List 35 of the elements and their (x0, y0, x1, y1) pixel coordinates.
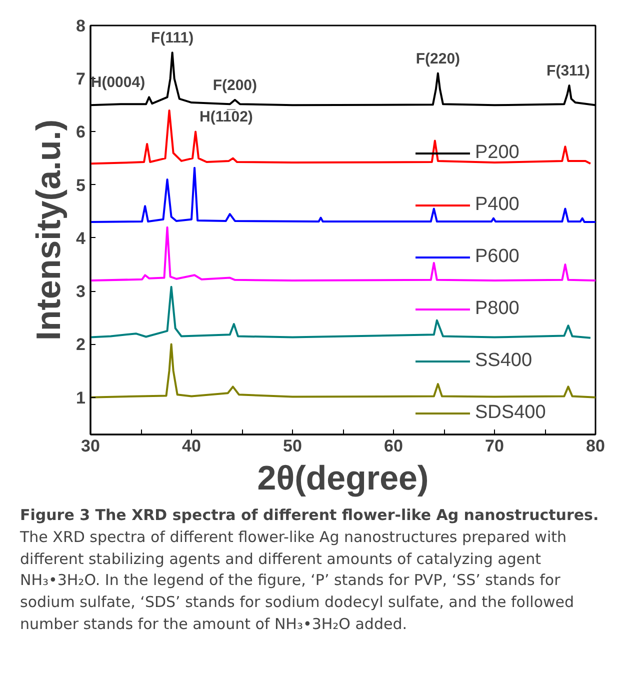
line-series (90, 226, 596, 282)
line-series (90, 343, 596, 398)
x-tick-label: 80 (586, 436, 605, 456)
legend-label: P400 (475, 194, 520, 216)
y-tick-label: 1 (76, 388, 86, 408)
line-series (90, 286, 592, 339)
legend-label: SDS400 (475, 402, 546, 424)
legend-label: SS400 (475, 350, 532, 372)
line-series (90, 109, 592, 165)
y-tick-label: 5 (76, 176, 86, 195)
y-tick-label: 2 (76, 335, 86, 354)
y-tick-label: 6 (76, 122, 86, 142)
text: The XRD spectra of different flower-like Ag nanostructures prepared with different stabilizing agents and different amounts of catalyzing agent NH₃•3H₂O. In the legend of the figure, ‘P’ stands for PVP, ‘SS’ stands for sodium sulfate, ‘SDS’ stands for sodium dodecyl sulfate, and the followed number stands for the amount of NH₃•3H₂O added. (20, 528, 574, 633)
x-tick-label: 30 (81, 436, 100, 456)
y-tick-label: 7 (76, 70, 86, 89)
x-tick-label: 60 (384, 436, 403, 456)
annotation: F(111) (151, 30, 194, 47)
annotation: F(200) (212, 76, 258, 94)
text: Figure 3 The XRD spectra of different flower-like Ag nanostructures. (20, 506, 599, 524)
legend-label: P600 (475, 246, 520, 268)
x-tick-label: 40 (182, 436, 201, 456)
legend-label: P800 (475, 298, 520, 320)
annotation: H(0004) (90, 74, 146, 92)
annotation: H(11̅02) (200, 108, 253, 126)
annotation: F(311) (546, 62, 590, 80)
line-series (90, 166, 596, 224)
x-axis-title: 2θ(degree) (257, 460, 429, 498)
x-tick-label: 50 (283, 436, 302, 456)
x-tick-label: 70 (485, 436, 504, 456)
y-tick-label: 8 (76, 16, 86, 36)
y-tick-label: 4 (76, 228, 86, 248)
y-axis-title: Intensity(a.u.) (30, 119, 68, 341)
legend-label: P200 (475, 142, 520, 164)
y-tick-label: 3 (76, 282, 86, 302)
annotation: F(220) (416, 50, 460, 68)
